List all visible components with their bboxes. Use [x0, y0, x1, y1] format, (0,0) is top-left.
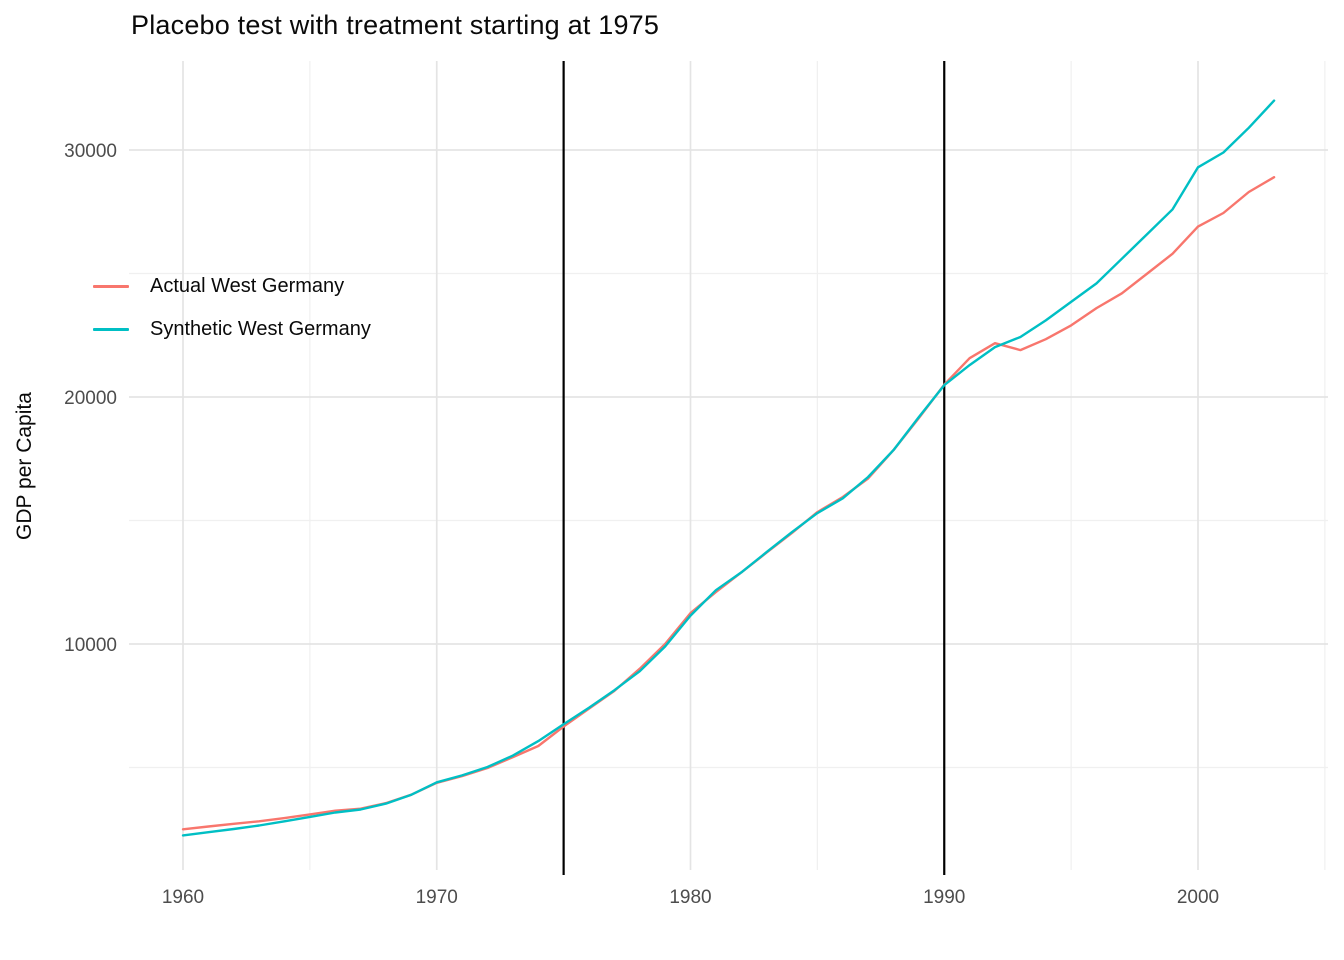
legend-label: Synthetic West Germany — [150, 318, 371, 340]
legend-item-synthetic: Synthetic West Germany — [93, 308, 371, 351]
legend-item-actual: Actual West Germany — [93, 265, 371, 308]
legend-label: Actual West Germany — [150, 275, 345, 297]
legend: Actual West Germany Synthetic West Germa… — [93, 265, 371, 351]
synthetic-line-swatch — [93, 328, 129, 331]
x-tick-label: 2000 — [1177, 887, 1219, 908]
chart-title: Placebo test with treatment starting at … — [131, 10, 660, 40]
x-tick-label: 1970 — [416, 887, 458, 908]
y-tick-label: 30000 — [64, 141, 117, 162]
y-tick-label: 20000 — [64, 388, 117, 409]
y-tick-label: 10000 — [64, 635, 117, 656]
y-axis-title: GDP per Capita — [13, 392, 36, 540]
actual-line-swatch — [93, 285, 129, 288]
x-tick-label: 1990 — [923, 887, 965, 908]
x-tick-label: 1960 — [162, 887, 204, 908]
synthetic-series-line — [181, 99, 1276, 837]
x-tick-label: 1980 — [669, 887, 711, 908]
